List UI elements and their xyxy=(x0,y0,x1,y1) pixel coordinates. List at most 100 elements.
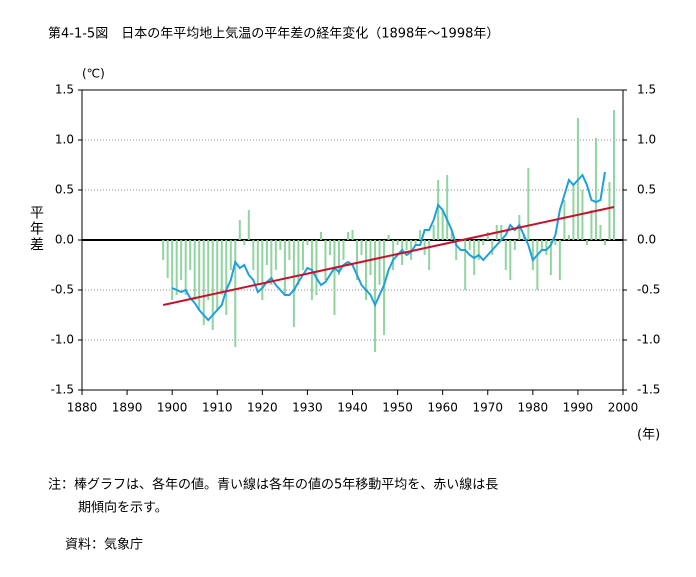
bar xyxy=(288,240,291,260)
bar xyxy=(220,240,223,295)
bar xyxy=(419,230,422,240)
bar xyxy=(432,225,435,240)
plot-frame xyxy=(81,89,624,391)
y2-tick-label: -0.5 xyxy=(637,283,660,297)
chart-title: 第4-1-5図 日本の年平均地上気温の平年差の経年変化（1898年～1998年） xyxy=(48,26,499,42)
bar xyxy=(374,240,377,352)
bar xyxy=(428,240,431,270)
bar xyxy=(342,240,345,260)
bar xyxy=(549,240,552,275)
bar xyxy=(603,240,606,245)
bar xyxy=(522,235,525,240)
bar xyxy=(581,190,584,240)
bar xyxy=(486,232,489,240)
note-line: 注：棒グラフは、各年の値。青い線は各年の値の5年移動平均を、赤い線は長 xyxy=(48,477,498,493)
bar xyxy=(360,240,363,255)
bar xyxy=(477,240,480,260)
moving-average-line xyxy=(171,171,606,322)
bar xyxy=(387,235,390,240)
y-axis-label: 平年差 xyxy=(28,205,44,253)
bar xyxy=(383,240,386,335)
y2-tick-label: 0.0 xyxy=(637,233,656,247)
bar xyxy=(283,240,286,295)
bar xyxy=(612,110,615,240)
bar xyxy=(405,240,408,250)
bar xyxy=(356,240,359,280)
bar xyxy=(558,240,561,280)
bar xyxy=(509,240,512,280)
bar xyxy=(297,240,300,285)
bar xyxy=(414,240,417,245)
bar xyxy=(482,240,485,245)
bar xyxy=(279,240,282,250)
x-tick-label: 1890 xyxy=(112,401,143,415)
x-axis-label: (年) xyxy=(637,428,660,443)
x-tick-label: 1980 xyxy=(518,401,549,415)
x-tick-label: 1920 xyxy=(247,401,278,415)
bar xyxy=(184,240,187,295)
y2-tick-label: 1.0 xyxy=(637,133,656,147)
bar xyxy=(594,138,597,240)
unit-label: (℃) xyxy=(82,67,105,81)
bar xyxy=(464,240,467,290)
bar xyxy=(599,225,602,240)
bar xyxy=(324,240,327,280)
x-tick-label: 1900 xyxy=(157,401,188,415)
bar xyxy=(229,240,232,270)
x-tick-label: 1970 xyxy=(472,401,503,415)
bar xyxy=(238,220,241,240)
x-tick-label: 1880 xyxy=(67,401,98,415)
note-line: 期傾向を示す。 xyxy=(78,500,168,516)
bar xyxy=(346,232,349,240)
x-tick-label: 1940 xyxy=(337,401,368,415)
bar xyxy=(202,240,205,325)
x-tick-label: 1990 xyxy=(563,401,594,415)
x-tick-label: 2000 xyxy=(608,401,639,415)
bar xyxy=(365,240,368,300)
bar xyxy=(261,240,264,300)
bar xyxy=(270,240,273,285)
x-tick-label: 1930 xyxy=(292,401,323,415)
bar xyxy=(333,240,336,315)
bar xyxy=(410,240,413,260)
y-tick-label: 0.5 xyxy=(55,183,74,197)
bar xyxy=(274,240,277,270)
bar xyxy=(468,240,471,250)
bar xyxy=(247,210,250,240)
bar xyxy=(292,240,295,327)
bar xyxy=(243,240,246,245)
bar xyxy=(171,240,174,300)
bar xyxy=(328,240,331,255)
y-tick-label: -1.0 xyxy=(51,333,74,347)
bar xyxy=(527,168,530,240)
bar xyxy=(337,240,340,275)
bar xyxy=(504,240,507,270)
bar xyxy=(193,240,196,300)
bar xyxy=(216,240,219,310)
bar xyxy=(446,175,449,240)
bar xyxy=(572,185,575,240)
bar xyxy=(540,240,543,250)
bar xyxy=(590,210,593,240)
y-tick-label: -1.5 xyxy=(51,383,74,397)
bar xyxy=(198,240,201,310)
bar xyxy=(567,235,570,240)
y-tick-label: 0.0 xyxy=(55,233,74,247)
trend-line xyxy=(162,206,615,306)
bar xyxy=(234,240,237,347)
bar xyxy=(545,240,548,255)
bar xyxy=(450,230,453,240)
bar xyxy=(256,240,259,285)
y2-tick-label: 0.5 xyxy=(637,183,656,197)
bar xyxy=(306,240,309,245)
bar xyxy=(301,240,304,270)
bar xyxy=(319,232,322,240)
bar xyxy=(211,240,214,330)
bar xyxy=(554,240,557,245)
bar xyxy=(265,240,268,265)
bar xyxy=(189,240,192,270)
y2-tick-label: 1.5 xyxy=(637,83,656,97)
bar xyxy=(437,180,440,240)
y-tick-label: 1.5 xyxy=(55,83,74,97)
bar xyxy=(175,240,178,295)
